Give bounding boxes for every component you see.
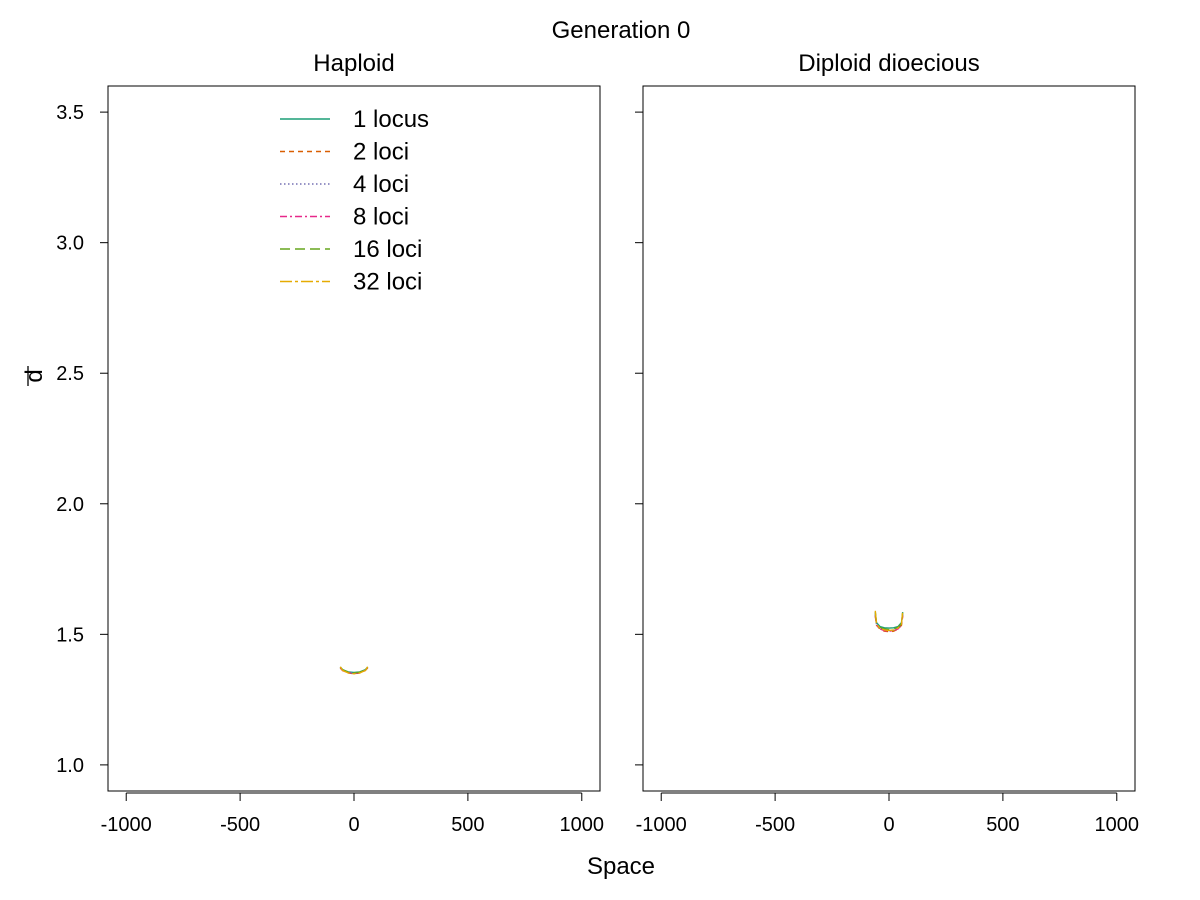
- panel-title: Haploid: [313, 50, 394, 77]
- x-tick-label: 1000: [560, 814, 605, 836]
- x-tick-label: -500: [755, 814, 795, 836]
- x-tick-label: 500: [986, 814, 1019, 836]
- y-axis-label: d: [21, 366, 48, 386]
- x-tick-label: -1000: [101, 814, 152, 836]
- series-line-6: [339, 666, 369, 675]
- chart-panel-2: Diploid dioecious -1000 -500 0 500 1000: [635, 50, 1139, 836]
- y-tick-label: 1.5: [56, 624, 84, 646]
- figure-title: Generation 0: [552, 17, 691, 44]
- legend-label: 4 loci: [353, 171, 409, 198]
- series-line-5: [874, 613, 904, 631]
- x-axis-label: Space: [587, 853, 655, 880]
- x-tick-label: 0: [348, 814, 359, 836]
- chart-panels: Haploid -1000 -500 0 500 1000 1.0 1.5 2.0 2.5 3.0 3…: [56, 50, 1139, 836]
- y-axis-label-text: d: [21, 369, 48, 382]
- legend-label: 8 loci: [353, 204, 409, 231]
- chart-panel-1: Haploid -1000 -500 0 500 1000 1.0 1.5 2.0 2.5 3.0 3…: [56, 50, 604, 836]
- legend-label: 1 locus: [353, 106, 429, 133]
- x-tick-label: 0: [883, 814, 894, 836]
- legend-label: 2 loci: [353, 139, 409, 166]
- y-tick-label: 1.0: [56, 755, 84, 777]
- y-tick-label: 3.5: [56, 102, 84, 124]
- y-tick-label: 2.5: [56, 363, 84, 385]
- x-tick-label: 1000: [1095, 814, 1140, 836]
- series-line-6: [874, 610, 904, 632]
- plot-frame: [107, 85, 601, 792]
- x-tick-label: -500: [220, 814, 260, 836]
- x-tick-label: -1000: [636, 814, 687, 836]
- panel-title: Diploid dioecious: [798, 50, 979, 77]
- legend-label: 16 loci: [353, 236, 422, 263]
- y-tick-label: 2.0: [56, 494, 84, 516]
- y-tick-label: 3.0: [56, 233, 84, 255]
- x-tick-label: 500: [451, 814, 484, 836]
- legend-label: 32 loci: [353, 269, 422, 296]
- plot-frame: [642, 85, 1136, 792]
- legend: 1 locus 2 loci 4 loci 8 loci 16 loci 32 loci: [280, 106, 429, 296]
